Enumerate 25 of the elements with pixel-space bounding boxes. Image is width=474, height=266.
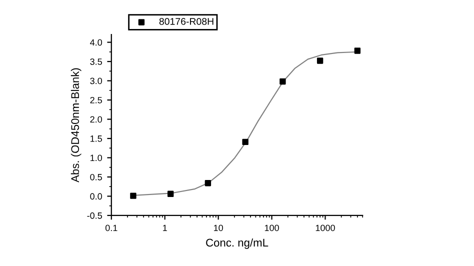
x-tick-label: 0.1: [105, 224, 118, 232]
y-tick-label: 1.0: [90, 154, 102, 162]
y-axis-title: Abs. (OD450nm-Blank): [70, 68, 82, 182]
x-axis-title: Conc. ng/mL: [206, 238, 268, 249]
point: [316, 58, 324, 64]
point: [354, 48, 361, 54]
y-tick-label: 4.0: [90, 39, 102, 46]
legend-label: 80176-R08H: [159, 18, 214, 25]
point: [130, 192, 136, 199]
point: [242, 138, 248, 146]
point: [280, 78, 286, 85]
y-tick-label: 3.5: [90, 58, 102, 65]
y-tick-label: 2.5: [90, 96, 102, 104]
x-tick-label: 100: [264, 224, 279, 232]
y-tick-label: 2.0: [90, 116, 102, 123]
y-tick-label: 0.5: [90, 174, 102, 180]
y-tick-label: 3.0: [90, 78, 102, 84]
y-tick-label: -0.5: [87, 212, 102, 219]
x-tick-label: 10: [214, 224, 223, 232]
x-tick-label: 1: [163, 224, 167, 232]
x-tick-label: 1000: [316, 224, 335, 232]
y-tick-label: 0.0: [90, 193, 102, 200]
y-tick-label: 1.5: [90, 136, 102, 142]
point: [167, 190, 174, 198]
point: [204, 180, 212, 186]
